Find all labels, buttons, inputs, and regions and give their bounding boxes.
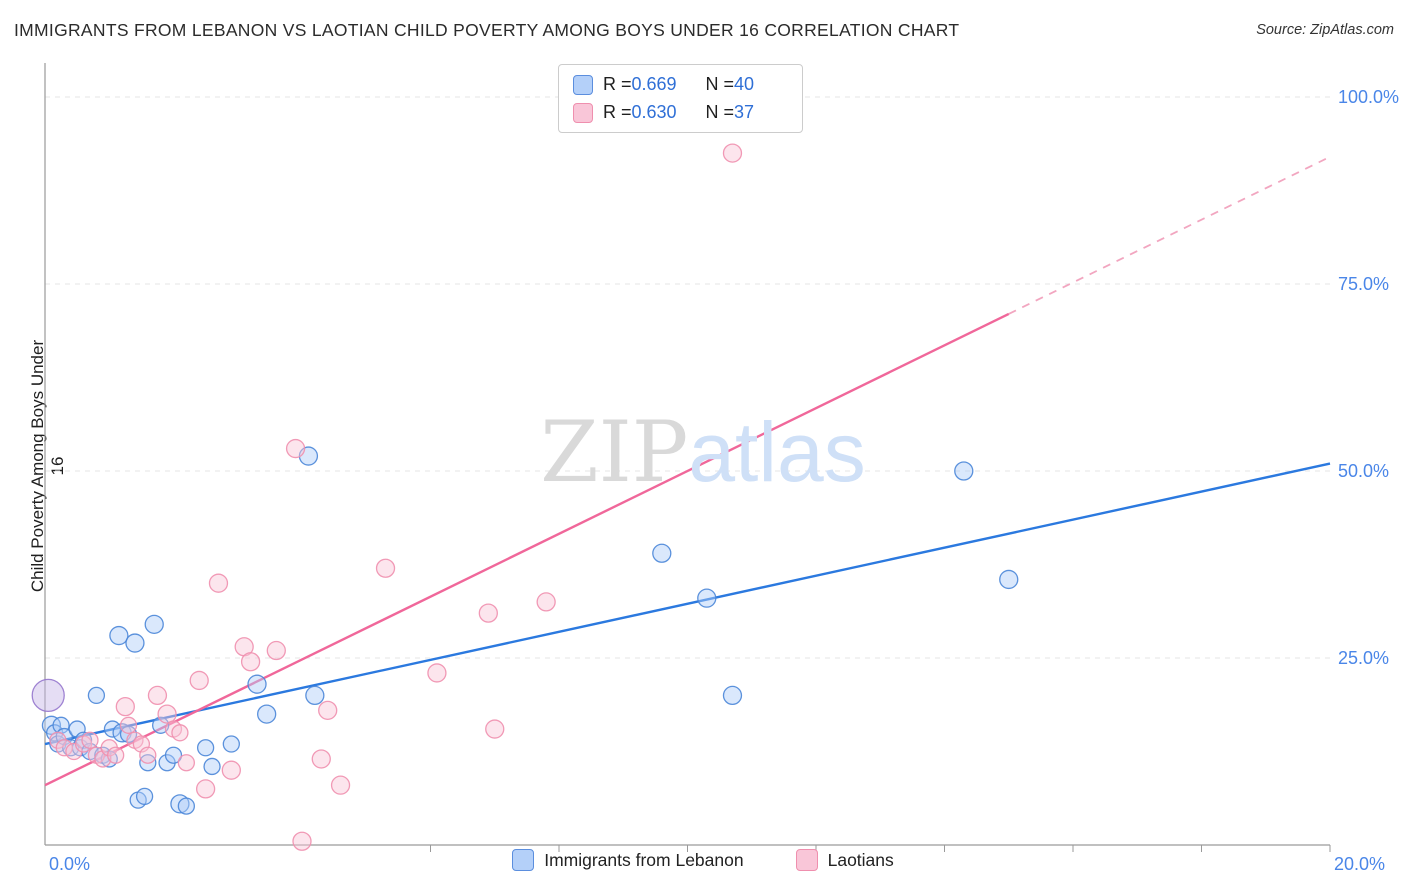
scatter-point-laotians	[81, 731, 99, 749]
r-label: R =	[603, 102, 632, 122]
scatter-point-immigrants-from-lebanon	[222, 735, 240, 753]
scatter-point-immigrants-from-lebanon	[999, 569, 1019, 590]
scatter-point-immigrants-from-lebanon	[144, 614, 164, 634]
scatter-point-laotians	[722, 143, 743, 163]
lebanon-trend	[44, 462, 1331, 746]
scatter-point-immigrants-from-lebanon	[170, 794, 190, 814]
scatter-point-immigrants-from-lebanon	[257, 704, 277, 724]
scatter-point-laotians	[240, 652, 261, 672]
bottom-legend: Immigrants from Lebanon Laotians	[0, 849, 1406, 871]
laotians-trend	[44, 312, 1010, 787]
n-value: 37	[734, 102, 755, 122]
scatter-point-immigrants-from-lebanon	[247, 674, 267, 694]
scatter-point-laotians	[147, 685, 168, 706]
scatter-point-laotians	[139, 746, 157, 764]
scatter-point-immigrants-from-lebanon	[87, 686, 106, 705]
scatter-point-laotians	[285, 438, 306, 459]
bottom-legend-label: Immigrants from Lebanon	[544, 849, 744, 870]
scatter-point-laotians	[311, 749, 331, 769]
laotians-swatch	[795, 849, 818, 871]
scatter-point-laotians	[478, 603, 498, 623]
laotians-trend-extrapolated	[1008, 156, 1331, 315]
lebanon-swatch	[512, 849, 535, 871]
scatter-point-laotians	[107, 746, 125, 764]
scatter-point-laotians	[171, 724, 189, 742]
scatter-point-laotians	[157, 704, 177, 724]
scatter-point-laotians	[177, 754, 196, 772]
scatter-point-laotians	[485, 719, 505, 739]
scatter-point-laotians	[208, 573, 229, 593]
scatter-point-laotians	[266, 640, 286, 661]
legend-row-lebanon: R = 0.669 N = 40	[573, 74, 786, 95]
scatter-point-immigrants-from-lebanon	[203, 757, 221, 776]
bottom-legend-item-lebanon: Immigrants from Lebanon	[512, 849, 744, 871]
scatter-point-immigrants-from-lebanon	[697, 588, 717, 608]
scatter-point-laotians	[189, 670, 209, 691]
page-title: IMMIGRANTS FROM LEBANON VS LAOTIAN CHILD…	[14, 20, 960, 40]
scatter-point-laotians	[195, 779, 216, 799]
scatter-point-immigrants-from-lebanon	[31, 678, 65, 713]
y-tick-label-50: 50.0%	[1338, 461, 1390, 481]
y-tick-label-75: 75.0%	[1338, 274, 1390, 294]
correlation-legend-box: R = 0.669 N = 40 R = 0.630 N = 37	[558, 64, 804, 133]
scatter-point-laotians	[115, 696, 135, 717]
scatter-point-immigrants-from-lebanon	[164, 746, 183, 764]
scatter-point-laotians	[427, 663, 447, 683]
scatter-point-immigrants-from-lebanon	[305, 685, 325, 706]
scatter-point-immigrants-from-lebanon	[954, 461, 974, 481]
scatter-point-laotians	[55, 739, 73, 757]
x-tick-label-0: 0.0%	[49, 854, 91, 874]
scatter-point-laotians	[292, 831, 312, 851]
source-label: Source: ZipAtlas.com	[1256, 22, 1394, 38]
scatter-point-laotians	[318, 700, 338, 721]
n-label: N =	[705, 102, 735, 122]
scatter-point-immigrants-from-lebanon	[119, 725, 138, 743]
y-tick-label-100: 100.0%	[1338, 87, 1400, 107]
scatter-point-laotians	[119, 716, 138, 734]
lebanon-swatch	[573, 74, 593, 95]
scatter-point-immigrants-from-lebanon	[177, 797, 196, 815]
scatter-point-laotians	[330, 775, 351, 795]
x-tick-label-20: 20.0%	[1334, 854, 1386, 874]
scatter-point-immigrants-from-lebanon	[109, 625, 129, 646]
scatter-point-laotians	[536, 592, 556, 612]
scatter-point-immigrants-from-lebanon	[722, 685, 743, 706]
scatter-point-immigrants-from-lebanon	[196, 739, 215, 757]
r-label: R =	[603, 74, 632, 94]
bottom-legend-label: Laotians	[827, 849, 894, 870]
legend-row-laotians: R = 0.630 N = 37	[573, 102, 786, 123]
scatter-point-immigrants-from-lebanon	[652, 543, 672, 563]
r-value: 0.630	[631, 102, 677, 122]
y-tick-label-25: 25.0%	[1338, 648, 1390, 668]
bottom-legend-item-laotians: Laotians	[795, 849, 894, 871]
scatter-point-immigrants-from-lebanon	[125, 633, 145, 653]
scatter-point-laotians	[375, 558, 396, 578]
scatter-point-immigrants-from-lebanon	[135, 787, 154, 806]
scatter-point-immigrants-from-lebanon	[151, 716, 170, 734]
laotians-swatch	[573, 102, 593, 123]
n-label: N =	[705, 74, 735, 94]
r-value: 0.669	[631, 74, 677, 94]
scatter-point-laotians	[221, 760, 241, 780]
n-value: 40	[734, 74, 755, 94]
